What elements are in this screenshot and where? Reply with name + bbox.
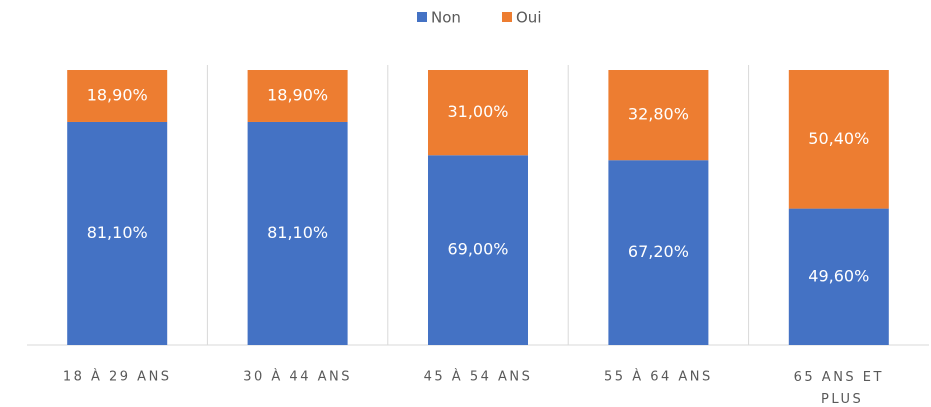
data-label: 18,90% xyxy=(267,85,328,104)
data-label: 67,20% xyxy=(628,242,689,261)
data-label: 81,10% xyxy=(267,223,328,242)
bar-segment xyxy=(788,208,889,345)
legend-label: Non xyxy=(431,9,461,27)
legend-swatch xyxy=(417,12,427,22)
legend-swatch xyxy=(502,12,512,22)
data-label: 50,40% xyxy=(808,129,869,148)
data-label: 81,10% xyxy=(87,223,148,242)
bar-segment xyxy=(608,70,709,161)
x-tick-label: 65 ANS ET PLUS xyxy=(794,370,884,407)
data-label: 18,90% xyxy=(87,85,148,104)
bar-segment xyxy=(788,70,889,209)
data-label: 32,80% xyxy=(628,105,689,124)
x-tick-label: 45 À 54 ANS xyxy=(424,369,533,385)
bar-segment xyxy=(247,70,348,122)
bar-segment xyxy=(247,121,348,345)
data-label: 49,60% xyxy=(808,266,869,285)
legend-label: Oui xyxy=(516,9,541,27)
x-tick-label: 55 À 64 ANS xyxy=(604,369,713,385)
bar-segment xyxy=(67,70,168,122)
bar-segment xyxy=(428,155,528,345)
bar-segment xyxy=(428,70,528,156)
bar-segment xyxy=(67,121,168,345)
x-tick-label: 18 À 29 ANS xyxy=(63,369,172,385)
data-label: 31,00% xyxy=(447,102,508,121)
bar-segment xyxy=(608,160,709,345)
data-label: 69,00% xyxy=(447,240,508,259)
x-tick-label: 30 À 44 ANS xyxy=(243,369,352,385)
